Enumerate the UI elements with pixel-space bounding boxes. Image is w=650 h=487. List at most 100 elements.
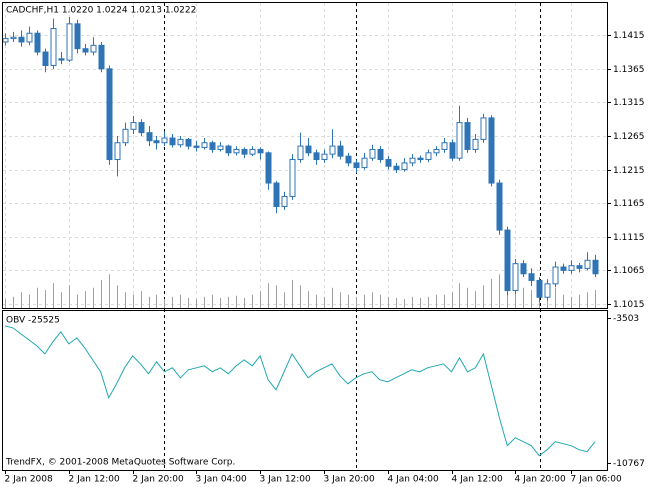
candle-body bbox=[464, 122, 471, 150]
candle-body bbox=[592, 259, 599, 275]
y-tick-label: 1.1065 bbox=[613, 266, 645, 276]
candle-body bbox=[449, 142, 456, 159]
candle-body bbox=[425, 152, 432, 161]
candle-body bbox=[536, 279, 543, 298]
candle-body bbox=[98, 44, 105, 70]
candle-body bbox=[50, 28, 57, 66]
candle-body bbox=[393, 165, 400, 171]
candle-body bbox=[217, 145, 224, 150]
candle-body bbox=[305, 145, 312, 154]
candle-body bbox=[233, 148, 240, 154]
candle-body bbox=[337, 145, 344, 157]
candle-body bbox=[345, 155, 352, 164]
candle-body bbox=[2, 38, 9, 43]
indicator-panel-frame bbox=[2, 310, 608, 471]
candle-body bbox=[209, 142, 216, 150]
candle-body bbox=[504, 229, 511, 292]
indicator-title: OBV -25525 bbox=[6, 316, 60, 326]
candle-body bbox=[18, 36, 25, 43]
candle-body bbox=[353, 162, 360, 169]
candle-body bbox=[472, 138, 479, 150]
candle-body bbox=[106, 68, 113, 161]
candle-body bbox=[114, 142, 121, 161]
candle-body bbox=[361, 157, 368, 169]
x-tick-label: 3 Jan 04:00 bbox=[196, 475, 248, 485]
marks bbox=[2, 17, 599, 457]
y-tick-label: -3503 bbox=[613, 314, 639, 324]
candle-body bbox=[122, 128, 129, 144]
candle-body bbox=[313, 152, 320, 161]
candle-body bbox=[169, 137, 176, 146]
candle-body bbox=[528, 273, 535, 281]
candle-body bbox=[329, 145, 336, 155]
candle-body bbox=[289, 159, 296, 197]
watermark: TrendFX, © 2001-2008 MetaQuotes Software… bbox=[5, 458, 235, 468]
y-tick-label: -10767 bbox=[613, 459, 645, 469]
x-tick-label: 3 Jan 20:00 bbox=[324, 475, 376, 485]
candle-body bbox=[496, 182, 503, 231]
candle-body bbox=[273, 182, 280, 208]
candle-body bbox=[193, 145, 200, 148]
chart-title: CADCHF,H1 1.0220 1.0224 1.0213 1.0222 bbox=[6, 6, 196, 16]
candle-body bbox=[138, 122, 145, 134]
candle-body bbox=[281, 195, 288, 208]
candle-body bbox=[66, 23, 73, 61]
candle-body bbox=[321, 153, 328, 161]
candle-body bbox=[34, 32, 41, 53]
candle-body bbox=[201, 142, 208, 148]
candle-body bbox=[401, 162, 408, 171]
candle-body bbox=[249, 148, 256, 155]
candle-body bbox=[377, 148, 384, 161]
candle-body bbox=[58, 58, 65, 61]
candle-body bbox=[161, 137, 168, 144]
y-tick-label: 1.1415 bbox=[613, 31, 645, 41]
candle-body bbox=[10, 36, 17, 40]
candle-body bbox=[560, 266, 567, 271]
candle-body bbox=[385, 159, 392, 167]
x-tick-label: 4 Jan 20:00 bbox=[515, 475, 567, 485]
candle-body bbox=[417, 157, 424, 161]
x-tick-label: 7 Jan 06:00 bbox=[571, 475, 623, 485]
main-panel-frame bbox=[2, 2, 608, 309]
candle-body bbox=[257, 148, 264, 154]
candle-body bbox=[480, 117, 487, 140]
candle-body bbox=[153, 140, 160, 144]
candle-body bbox=[552, 266, 559, 285]
candle-body bbox=[90, 44, 97, 53]
candle-body bbox=[568, 265, 575, 271]
y-tick-label: 1.1215 bbox=[613, 166, 645, 176]
y-tick-label: 1.1265 bbox=[613, 132, 645, 142]
candle-body bbox=[488, 117, 495, 184]
candle-body bbox=[130, 122, 137, 130]
candle-body bbox=[512, 263, 519, 292]
candle-body bbox=[456, 122, 463, 159]
y-tick-label: 1.1115 bbox=[613, 233, 645, 243]
candle-body bbox=[265, 152, 272, 184]
y-tick-label: 1.1315 bbox=[613, 98, 645, 108]
candle-body bbox=[177, 138, 184, 146]
y-tick-label: 1.1015 bbox=[613, 300, 645, 310]
x-tick-label: 4 Jan 12:00 bbox=[452, 475, 504, 485]
candle-body bbox=[409, 157, 416, 164]
y-tick-label: 1.1165 bbox=[613, 199, 645, 209]
y-tick-label: 1.1365 bbox=[613, 65, 645, 75]
candle-body bbox=[185, 138, 192, 147]
candle-body bbox=[82, 48, 89, 53]
candle-body bbox=[369, 148, 376, 159]
grid bbox=[3, 3, 607, 308]
candle-body bbox=[146, 132, 153, 142]
candle-body bbox=[241, 148, 248, 155]
x-tick-label: 2 Jan 12:00 bbox=[69, 475, 121, 485]
x-tick-label: 4 Jan 04:00 bbox=[388, 475, 440, 485]
candle-body bbox=[584, 259, 591, 269]
candle-body bbox=[544, 283, 551, 298]
candle-body bbox=[74, 23, 81, 50]
candle-body bbox=[520, 263, 527, 275]
x-tick-label: 2 Jan 2008 bbox=[5, 475, 53, 485]
candle-body bbox=[26, 32, 33, 43]
candle-body bbox=[433, 148, 440, 154]
candle-body bbox=[42, 51, 49, 66]
candle-body bbox=[441, 142, 448, 150]
obv-line bbox=[4, 325, 596, 457]
